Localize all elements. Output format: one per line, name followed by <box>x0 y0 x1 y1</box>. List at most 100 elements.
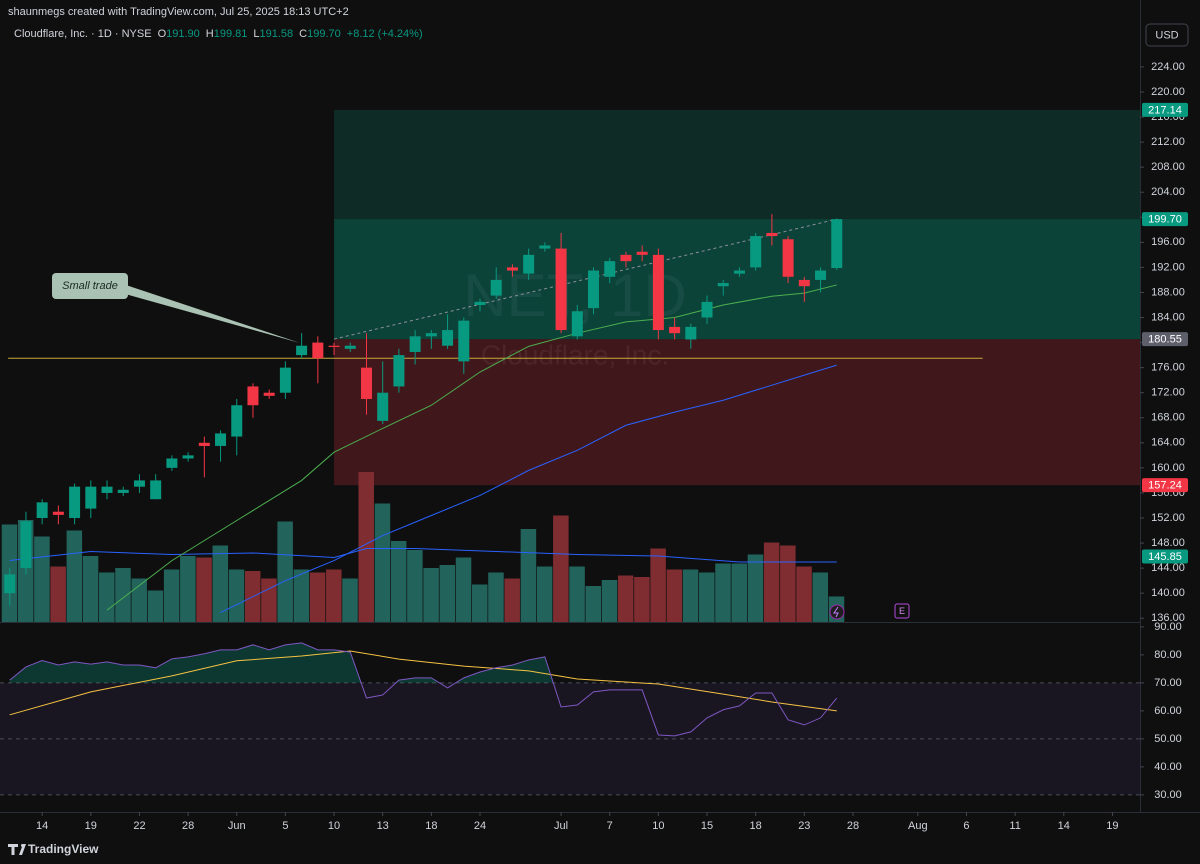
price-tag <box>1142 332 1188 347</box>
volume-bar <box>731 563 747 622</box>
candle-body <box>344 345 356 349</box>
rsi-tick-label: 40.00 <box>1154 761 1182 773</box>
volume-bar <box>212 545 229 622</box>
volume-bar <box>569 566 585 622</box>
candle-body <box>409 336 421 352</box>
legend-item: C <box>299 28 307 40</box>
candle-body <box>20 521 32 569</box>
brand: TradingView <box>8 842 99 856</box>
currency-label[interactable]: USD <box>1155 29 1178 41</box>
volume-bar <box>780 545 796 622</box>
legend-item: Cloudflare, Inc. · 1D · NYSE <box>14 28 152 40</box>
volume-bar <box>326 569 342 622</box>
brand-name: TradingView <box>28 842 99 856</box>
volume-bar <box>228 569 245 622</box>
legend-item: 191.90 <box>166 28 200 40</box>
candle-body <box>604 261 616 277</box>
rsi-tick-label: 80.00 <box>1154 649 1182 661</box>
x-tick-label: 15 <box>701 820 713 832</box>
y-tick-label: 172.00 <box>1151 387 1185 399</box>
candle-body <box>620 254 632 262</box>
candle-body <box>101 486 113 493</box>
x-tick-label: 22 <box>133 820 145 832</box>
legend-item: 191.58 <box>260 28 294 40</box>
volume-bar <box>407 550 423 622</box>
volume-bar <box>634 577 650 622</box>
candle-body <box>717 283 729 287</box>
axes: 136.00140.00144.00148.00152.00156.00160.… <box>36 61 1188 832</box>
x-tick-label: 19 <box>85 820 97 832</box>
candle-body <box>474 301 486 305</box>
rsi-tick-label: 70.00 <box>1154 677 1182 689</box>
volume-bar <box>293 569 310 622</box>
rsi-pane <box>0 642 1140 796</box>
target-zone <box>334 109 1140 340</box>
volume-bar <box>82 556 99 622</box>
y-tick-label: 224.00 <box>1151 61 1185 73</box>
candle-body <box>588 270 600 309</box>
volume-bar <box>650 548 666 622</box>
x-tick-label: 10 <box>652 820 664 832</box>
x-tick-label: Aug <box>908 820 928 832</box>
candle-body <box>490 279 502 296</box>
volume-bar <box>423 568 439 622</box>
volume-bar <box>66 530 83 622</box>
candle-body <box>231 405 243 437</box>
volume-bar <box>309 572 326 622</box>
candle-body <box>215 433 227 446</box>
x-tick-label: 14 <box>1058 820 1070 832</box>
open-profit-zone <box>334 219 1140 340</box>
candle-body <box>247 386 259 406</box>
volume-bar <box>488 572 504 622</box>
rsi-tick-label: 50.00 <box>1154 733 1182 745</box>
candle-body <box>198 442 210 446</box>
callout-pointer <box>118 285 300 343</box>
candle-body <box>685 326 697 340</box>
legend-item: L <box>253 28 259 40</box>
volume-bar <box>520 529 537 622</box>
candle-body <box>69 486 81 518</box>
legend-item: O <box>158 28 167 40</box>
candle-body <box>133 480 145 487</box>
brand-logo <box>8 844 26 855</box>
y-tick-label: 208.00 <box>1151 161 1185 173</box>
y-tick-label: 196.00 <box>1151 236 1185 248</box>
callout-box <box>52 273 128 299</box>
earnings-box <box>894 603 910 619</box>
currency-button[interactable] <box>1145 23 1189 47</box>
volume-bar <box>99 572 115 622</box>
volume-bar <box>682 569 699 622</box>
volume-bar <box>342 578 358 622</box>
x-tick-label: Jul <box>554 820 568 832</box>
volume-bar <box>50 566 66 622</box>
candle-body <box>36 502 48 518</box>
price-tag-label: 180.55 <box>1148 334 1182 346</box>
x-tick-label: 6 <box>963 820 969 832</box>
moving-average <box>220 364 837 614</box>
price-tag-label: 157.24 <box>1148 480 1182 492</box>
x-tick-label: 23 <box>798 820 810 832</box>
volume-bar <box>180 556 196 622</box>
x-tick-label: Jun <box>228 820 246 832</box>
price-pane <box>1 109 1140 622</box>
volume-bar <box>374 503 391 622</box>
callout: Small trade <box>52 273 300 343</box>
candle-body <box>296 345 308 356</box>
x-tick-label: 18 <box>425 820 437 832</box>
volume-bar <box>358 472 374 622</box>
legend: Cloudflare, Inc. · 1D · NYSE O191.90 H199.… <box>14 28 423 40</box>
y-tick-label: 220.00 <box>1151 86 1185 98</box>
candle-body <box>750 236 762 268</box>
position-path <box>333 218 837 340</box>
volume-bar <box>277 521 293 622</box>
volume-bar <box>553 515 569 622</box>
candle-body <box>312 342 324 359</box>
price-tag-label: 145.85 <box>1148 551 1182 563</box>
callout-text: Small trade <box>62 280 118 292</box>
volume-bar <box>131 578 147 622</box>
candle-body <box>279 367 291 393</box>
y-tick-label: 184.00 <box>1151 311 1185 323</box>
y-tick-label: 140.00 <box>1151 587 1185 599</box>
volume-bar <box>504 578 520 622</box>
y-tick-label: 152.00 <box>1151 512 1185 524</box>
